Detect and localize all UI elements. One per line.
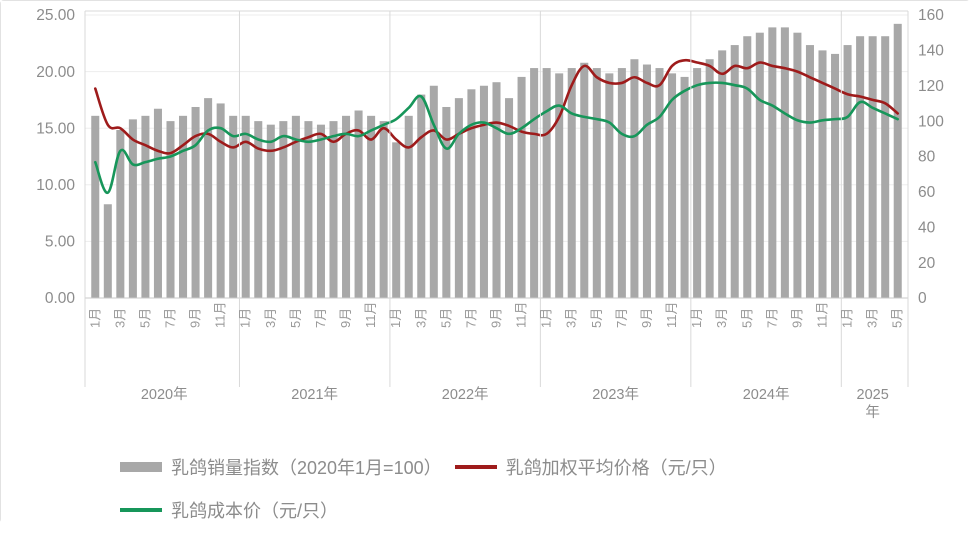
svg-text:5月: 5月	[288, 308, 303, 328]
svg-text:9月: 9月	[188, 308, 203, 328]
svg-text:5月: 5月	[739, 308, 754, 328]
svg-text:2022年: 2022年	[442, 386, 489, 403]
svg-text:9月: 9月	[489, 308, 504, 328]
svg-text:1月: 1月	[689, 308, 704, 328]
svg-text:0.00: 0.00	[45, 290, 76, 307]
svg-text:2024年: 2024年	[743, 386, 790, 403]
svg-text:140: 140	[918, 43, 944, 60]
svg-text:11月: 11月	[213, 302, 228, 329]
svg-text:2021年: 2021年	[291, 386, 338, 403]
svg-text:5月: 5月	[589, 308, 604, 328]
svg-text:20: 20	[918, 255, 936, 272]
svg-text:11月: 11月	[664, 302, 679, 329]
svg-text:40: 40	[918, 219, 936, 236]
svg-text:7月: 7月	[764, 308, 779, 328]
svg-text:3月: 3月	[564, 308, 579, 328]
svg-text:9月: 9月	[338, 308, 353, 328]
svg-text:3月: 3月	[112, 308, 127, 328]
svg-text:1月: 1月	[87, 308, 102, 328]
svg-text:0: 0	[918, 290, 927, 307]
svg-text:1月: 1月	[388, 308, 403, 328]
svg-text:20.00: 20.00	[36, 64, 75, 81]
svg-text:1月: 1月	[840, 308, 855, 328]
svg-text:5月: 5月	[438, 308, 453, 328]
svg-text:11月: 11月	[363, 302, 378, 329]
svg-text:11月: 11月	[815, 302, 830, 329]
svg-text:2025: 2025	[857, 387, 889, 403]
svg-text:3月: 3月	[413, 308, 428, 328]
svg-text:5.00: 5.00	[45, 234, 76, 251]
svg-text:1月: 1月	[539, 308, 554, 328]
svg-text:15.00: 15.00	[36, 120, 75, 137]
svg-text:120: 120	[918, 78, 944, 95]
svg-text:5月: 5月	[890, 308, 905, 328]
svg-text:5月: 5月	[137, 308, 152, 328]
svg-text:2020年: 2020年	[141, 386, 188, 403]
svg-text:7月: 7月	[313, 308, 328, 328]
svg-text:80: 80	[918, 149, 936, 166]
svg-text:11月: 11月	[514, 302, 529, 329]
svg-text:3月: 3月	[865, 308, 880, 328]
svg-text:9月: 9月	[789, 308, 804, 328]
svg-text:60: 60	[918, 184, 936, 201]
svg-text:7月: 7月	[163, 308, 178, 328]
svg-text:10.00: 10.00	[36, 177, 75, 194]
svg-text:年: 年	[865, 404, 880, 421]
svg-text:3月: 3月	[263, 308, 278, 328]
svg-text:7月: 7月	[463, 308, 478, 328]
svg-text:1月: 1月	[238, 308, 253, 328]
svg-text:100: 100	[918, 113, 944, 130]
svg-text:9月: 9月	[639, 308, 654, 328]
svg-text:2023年: 2023年	[592, 386, 639, 403]
svg-text:3月: 3月	[714, 308, 729, 328]
svg-text:7月: 7月	[614, 308, 629, 328]
svg-text:160: 160	[918, 7, 944, 24]
svg-text:25.00: 25.00	[36, 7, 75, 24]
